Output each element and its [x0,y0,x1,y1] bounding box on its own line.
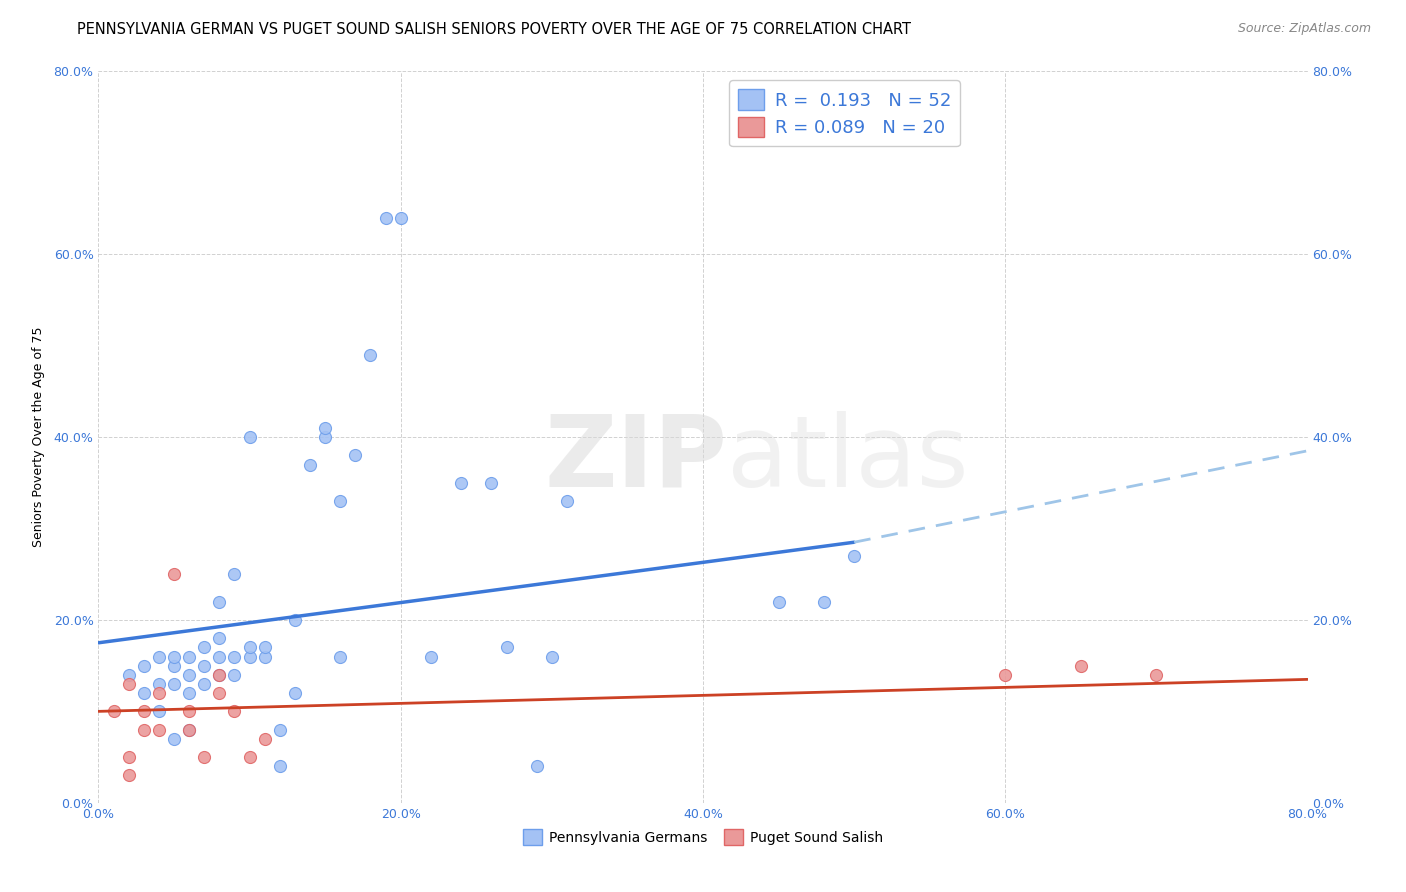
Point [314,430,336,444]
Point [148,686,170,700]
Point [360,348,382,362]
Point [450,475,472,490]
Point [132,723,155,737]
Point [420,649,443,664]
Point [224,705,246,719]
Point [224,649,246,664]
Point [193,640,215,655]
Point [495,640,517,655]
Point [148,649,170,664]
Point [118,750,141,764]
Point [163,731,186,746]
Point [132,705,155,719]
Point [163,677,186,691]
Point [179,686,201,700]
Text: ZIP: ZIP [544,410,727,508]
Point [224,567,246,582]
Point [132,658,155,673]
Point [253,731,276,746]
Point [118,677,141,691]
Point [389,211,412,225]
Point [1144,667,1167,681]
Point [253,649,276,664]
Point [179,705,201,719]
Text: atlas: atlas [727,410,969,508]
Point [374,211,396,225]
Point [163,649,186,664]
Point [481,475,503,490]
Point [526,759,548,773]
Point [813,594,835,608]
Point [269,759,291,773]
Point [193,677,215,691]
Point [239,640,262,655]
Point [239,430,262,444]
Point [284,686,307,700]
Point [118,768,141,782]
Point [179,649,201,664]
Point [329,649,352,664]
Point [239,750,262,764]
Text: PENNSYLVANIA GERMAN VS PUGET SOUND SALISH SENIORS POVERTY OVER THE AGE OF 75 COR: PENNSYLVANIA GERMAN VS PUGET SOUND SALIS… [77,22,911,37]
Point [253,640,276,655]
Point [148,705,170,719]
Point [103,705,125,719]
Point [148,677,170,691]
Point [193,750,215,764]
Point [239,649,262,664]
Y-axis label: Seniors Poverty Over the Age of 75: Seniors Poverty Over the Age of 75 [32,326,45,548]
Point [329,494,352,508]
Point [1070,658,1092,673]
Point [299,458,322,472]
Point [344,448,367,462]
Point [284,613,307,627]
Point [118,667,141,681]
Point [994,667,1017,681]
Point [555,494,578,508]
Point [224,667,246,681]
Point [314,421,336,435]
Point [179,723,201,737]
Point [148,723,170,737]
Point [208,632,231,646]
Text: Source: ZipAtlas.com: Source: ZipAtlas.com [1237,22,1371,36]
Point [179,723,201,737]
Point [132,686,155,700]
Point [163,658,186,673]
Point [208,594,231,608]
Legend: Pennsylvania Germans, Puget Sound Salish: Pennsylvania Germans, Puget Sound Salish [517,823,889,851]
Point [179,667,201,681]
Point [208,649,231,664]
Point [208,667,231,681]
Point [208,667,231,681]
Point [768,594,790,608]
Point [540,649,562,664]
Point [193,658,215,673]
Point [269,723,291,737]
Point [208,686,231,700]
Point [844,549,866,563]
Point [163,567,186,582]
